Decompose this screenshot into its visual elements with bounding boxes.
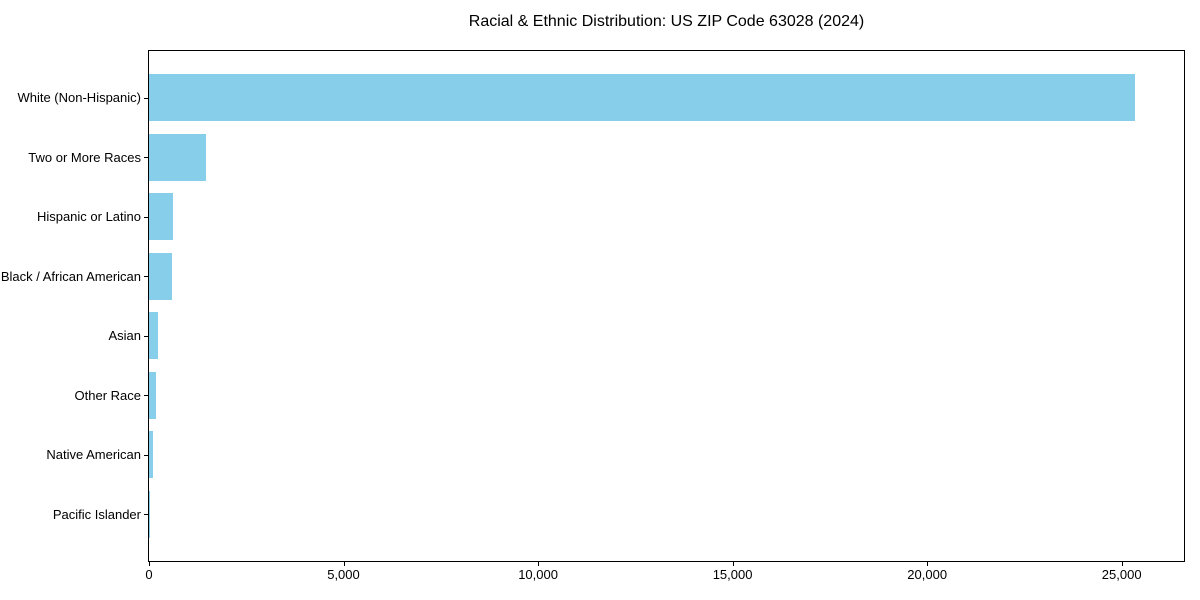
bar-black-african-american: [149, 252, 172, 300]
x-tick-5000: [343, 562, 345, 566]
y-axis-label-asian: Asian: [108, 328, 141, 344]
x-tick-label-20000: 20,000: [907, 567, 948, 582]
y-tick-other-race: [144, 395, 148, 396]
bar-hispanic-or-latino: [149, 193, 173, 241]
x-tick-20000: [927, 562, 929, 566]
x-tick-10000: [538, 562, 540, 566]
bar-other-race: [149, 371, 157, 419]
y-tick-black-african-american: [144, 276, 148, 277]
bar-white-non-hispanic: [149, 74, 1135, 122]
y-axis-label-black-african-american: Black / African American: [0, 268, 141, 284]
bar-asian: [149, 312, 158, 360]
y-tick-two-or-more-races: [144, 157, 148, 158]
chart-title: Racial & Ethnic Distribution: US ZIP Cod…: [468, 13, 865, 30]
y-axis-label-white-non-hispanic: White (Non-Hispanic): [17, 90, 141, 106]
y-tick-pacific-islander: [144, 514, 148, 515]
y-tick-white-non-hispanic: [144, 98, 148, 99]
y-tick-asian: [144, 336, 148, 337]
x-tick-label-15000: 15,000: [712, 567, 753, 582]
y-tick-native-american: [144, 455, 148, 456]
x-tick-label-25000: 25,000: [1101, 567, 1142, 582]
x-tick-label-10000: 10,000: [518, 567, 558, 582]
x-tick-0: [149, 562, 150, 566]
y-axis-label-other-race: Other Race: [74, 387, 141, 403]
x-tick-15000: [732, 562, 734, 566]
x-tick-label-5000: 5,000: [327, 567, 360, 582]
x-tick-label-0: 0: [145, 567, 153, 582]
y-axis-label-native-american: Native American: [46, 447, 141, 463]
x-tick-25000: [1121, 562, 1123, 566]
y-axis-label-two-or-more-races: Two or More Races: [28, 149, 141, 165]
bar-two-or-more-races: [149, 133, 207, 181]
y-axis-label-pacific-islander: Pacific Islander: [52, 506, 141, 522]
y-axis-label-hispanic-or-latino: Hispanic or Latino: [36, 209, 141, 225]
bar-native-american: [149, 431, 153, 479]
y-tick-hispanic-or-latino: [144, 217, 148, 218]
plot-area: [148, 50, 1185, 562]
